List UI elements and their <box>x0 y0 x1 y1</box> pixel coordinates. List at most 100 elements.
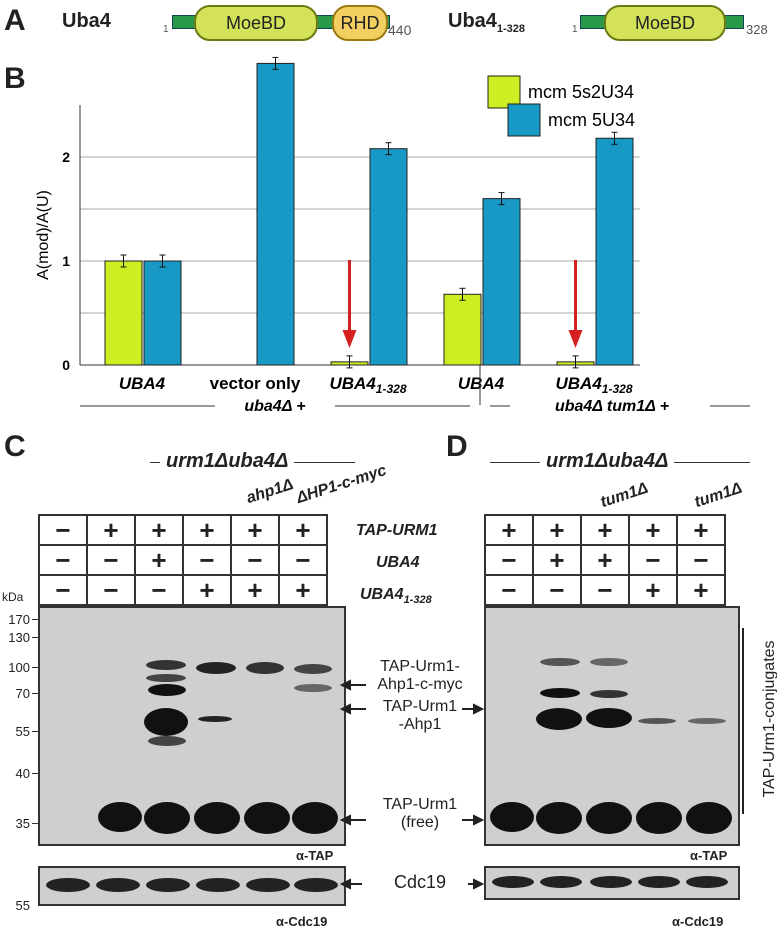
arrow-head <box>473 814 485 826</box>
band-free <box>536 802 582 834</box>
mw-40: 40 <box>15 766 30 781</box>
cell: − <box>628 544 678 576</box>
panel-d-col-label-1: tum1Δ <box>598 479 651 512</box>
panel-c-letter: C <box>4 430 26 463</box>
legend-swatch-mcm5s2 <box>487 75 521 109</box>
band <box>590 690 628 698</box>
band <box>148 736 186 746</box>
group-label-2: uba4Δ tum1Δ + <box>555 398 669 415</box>
panel-c-row-uba4: − − + − − − <box>38 544 328 576</box>
cell: − <box>38 544 88 576</box>
cell: − <box>230 544 280 576</box>
cell: − <box>484 574 534 606</box>
panel-d-genotype-table: + + + + + − + + − − − − − + + <box>484 514 726 606</box>
uba4-1-328-start: 1 <box>572 24 578 35</box>
band-free <box>244 802 290 834</box>
conjugates-label-wrap: TAP-Urm1-conjugates <box>760 600 777 840</box>
band-ahp1 <box>198 716 232 722</box>
legend-label-mcm5s2: mcm 5s2U34 <box>528 82 634 102</box>
panel-c-col-label-ahp1: ahp1Δ <box>244 476 296 508</box>
band <box>686 876 728 888</box>
bar-mcm5 <box>369 148 408 366</box>
bar-mcm5 <box>256 62 295 366</box>
band-free <box>490 802 534 832</box>
annotation-arrows <box>340 679 485 890</box>
bar-mcm5 <box>482 198 521 366</box>
band-free <box>586 802 632 834</box>
panel-d-antibody-tap: α-TAP <box>690 848 728 863</box>
mw-cdc-55: 55 <box>15 898 30 913</box>
band <box>638 876 680 888</box>
cell: − <box>134 574 184 606</box>
cell: − <box>86 574 136 606</box>
cell: + <box>676 574 726 606</box>
group-label-1: uba4Δ + <box>244 398 305 415</box>
mw-55: 55 <box>15 724 30 739</box>
panel-c-antibody-tap: α-TAP <box>296 848 334 863</box>
y-tick-label: 0 <box>62 357 70 373</box>
uba4-end: 440 <box>388 22 412 38</box>
cell: + <box>628 574 678 606</box>
conjugates-bracket <box>742 628 744 814</box>
annotation-cdc19: Cdc19 <box>393 872 447 892</box>
panel-c-cdc19-blot <box>38 866 346 906</box>
panel-d-col-label-2: tum1Δ <box>692 479 745 512</box>
cell: − <box>182 544 232 576</box>
bar-mcm5 <box>143 260 182 366</box>
cell: − <box>86 544 136 576</box>
cell: + <box>628 514 678 546</box>
band <box>492 876 534 888</box>
mw-tick <box>32 731 40 732</box>
band <box>294 684 332 692</box>
annotation-ahp1: TAP-Urm1 -Ahp1 <box>382 698 458 733</box>
panel-a-letter: A <box>4 4 26 37</box>
cell: − <box>278 544 328 576</box>
band-ahp1 <box>144 708 188 736</box>
y-tick-label: 1 <box>62 253 70 269</box>
band <box>540 688 580 698</box>
row-label-tap-urm1: TAP-URM1 <box>356 522 438 539</box>
uba4-label: Uba4 <box>62 10 111 32</box>
cell: + <box>580 514 630 546</box>
mw-170: 170 <box>8 612 30 627</box>
bar-mcm5s2 <box>443 293 482 366</box>
band-free <box>292 802 338 834</box>
cell: + <box>532 514 582 546</box>
band <box>96 878 140 892</box>
band <box>590 876 632 888</box>
band-ahp1 <box>536 708 582 730</box>
band <box>146 878 190 892</box>
panel-d-letter: D <box>446 430 468 463</box>
legend-swatch-mcm5 <box>507 103 541 137</box>
panel-c-antibody-cdc19: α-Cdc19 <box>276 914 328 929</box>
panel-c-header: urm1Δuba4Δ <box>160 450 295 473</box>
band <box>146 674 186 682</box>
band <box>590 658 628 666</box>
band <box>540 658 580 666</box>
cell: − <box>580 574 630 606</box>
mw-tick <box>32 823 40 824</box>
band-free <box>144 802 190 834</box>
band <box>246 662 284 674</box>
arrow-head <box>340 679 351 691</box>
uba4-1-328-moebd-domain: MoeBD <box>604 5 726 41</box>
uba4-moebd-domain: MoeBD <box>194 5 318 41</box>
panel-c-genotype-table: − + + + + + − − + − − − − − − + + + <box>38 514 328 606</box>
band-free <box>686 802 732 834</box>
band <box>294 878 338 892</box>
band <box>294 664 332 674</box>
mw-tick <box>32 619 40 620</box>
cell: − <box>484 544 534 576</box>
mw-100: 100 <box>8 660 30 675</box>
band <box>46 878 90 892</box>
conjugates-label: TAP-Urm1-conjugates <box>761 640 777 798</box>
y-axis-label: A(mod)/A(U) <box>35 190 52 280</box>
bar-mcm5 <box>595 137 634 366</box>
bar-mcm5s2 <box>104 260 143 366</box>
arrow-head <box>340 814 351 826</box>
category-label: vector only <box>210 374 301 393</box>
category-label: UBA41-328 <box>330 374 407 396</box>
annotation-ahp1-myc: TAP-Urm1- Ahp1-c-myc <box>377 658 463 693</box>
band-free <box>636 802 682 834</box>
band-ahp1 <box>586 708 632 728</box>
